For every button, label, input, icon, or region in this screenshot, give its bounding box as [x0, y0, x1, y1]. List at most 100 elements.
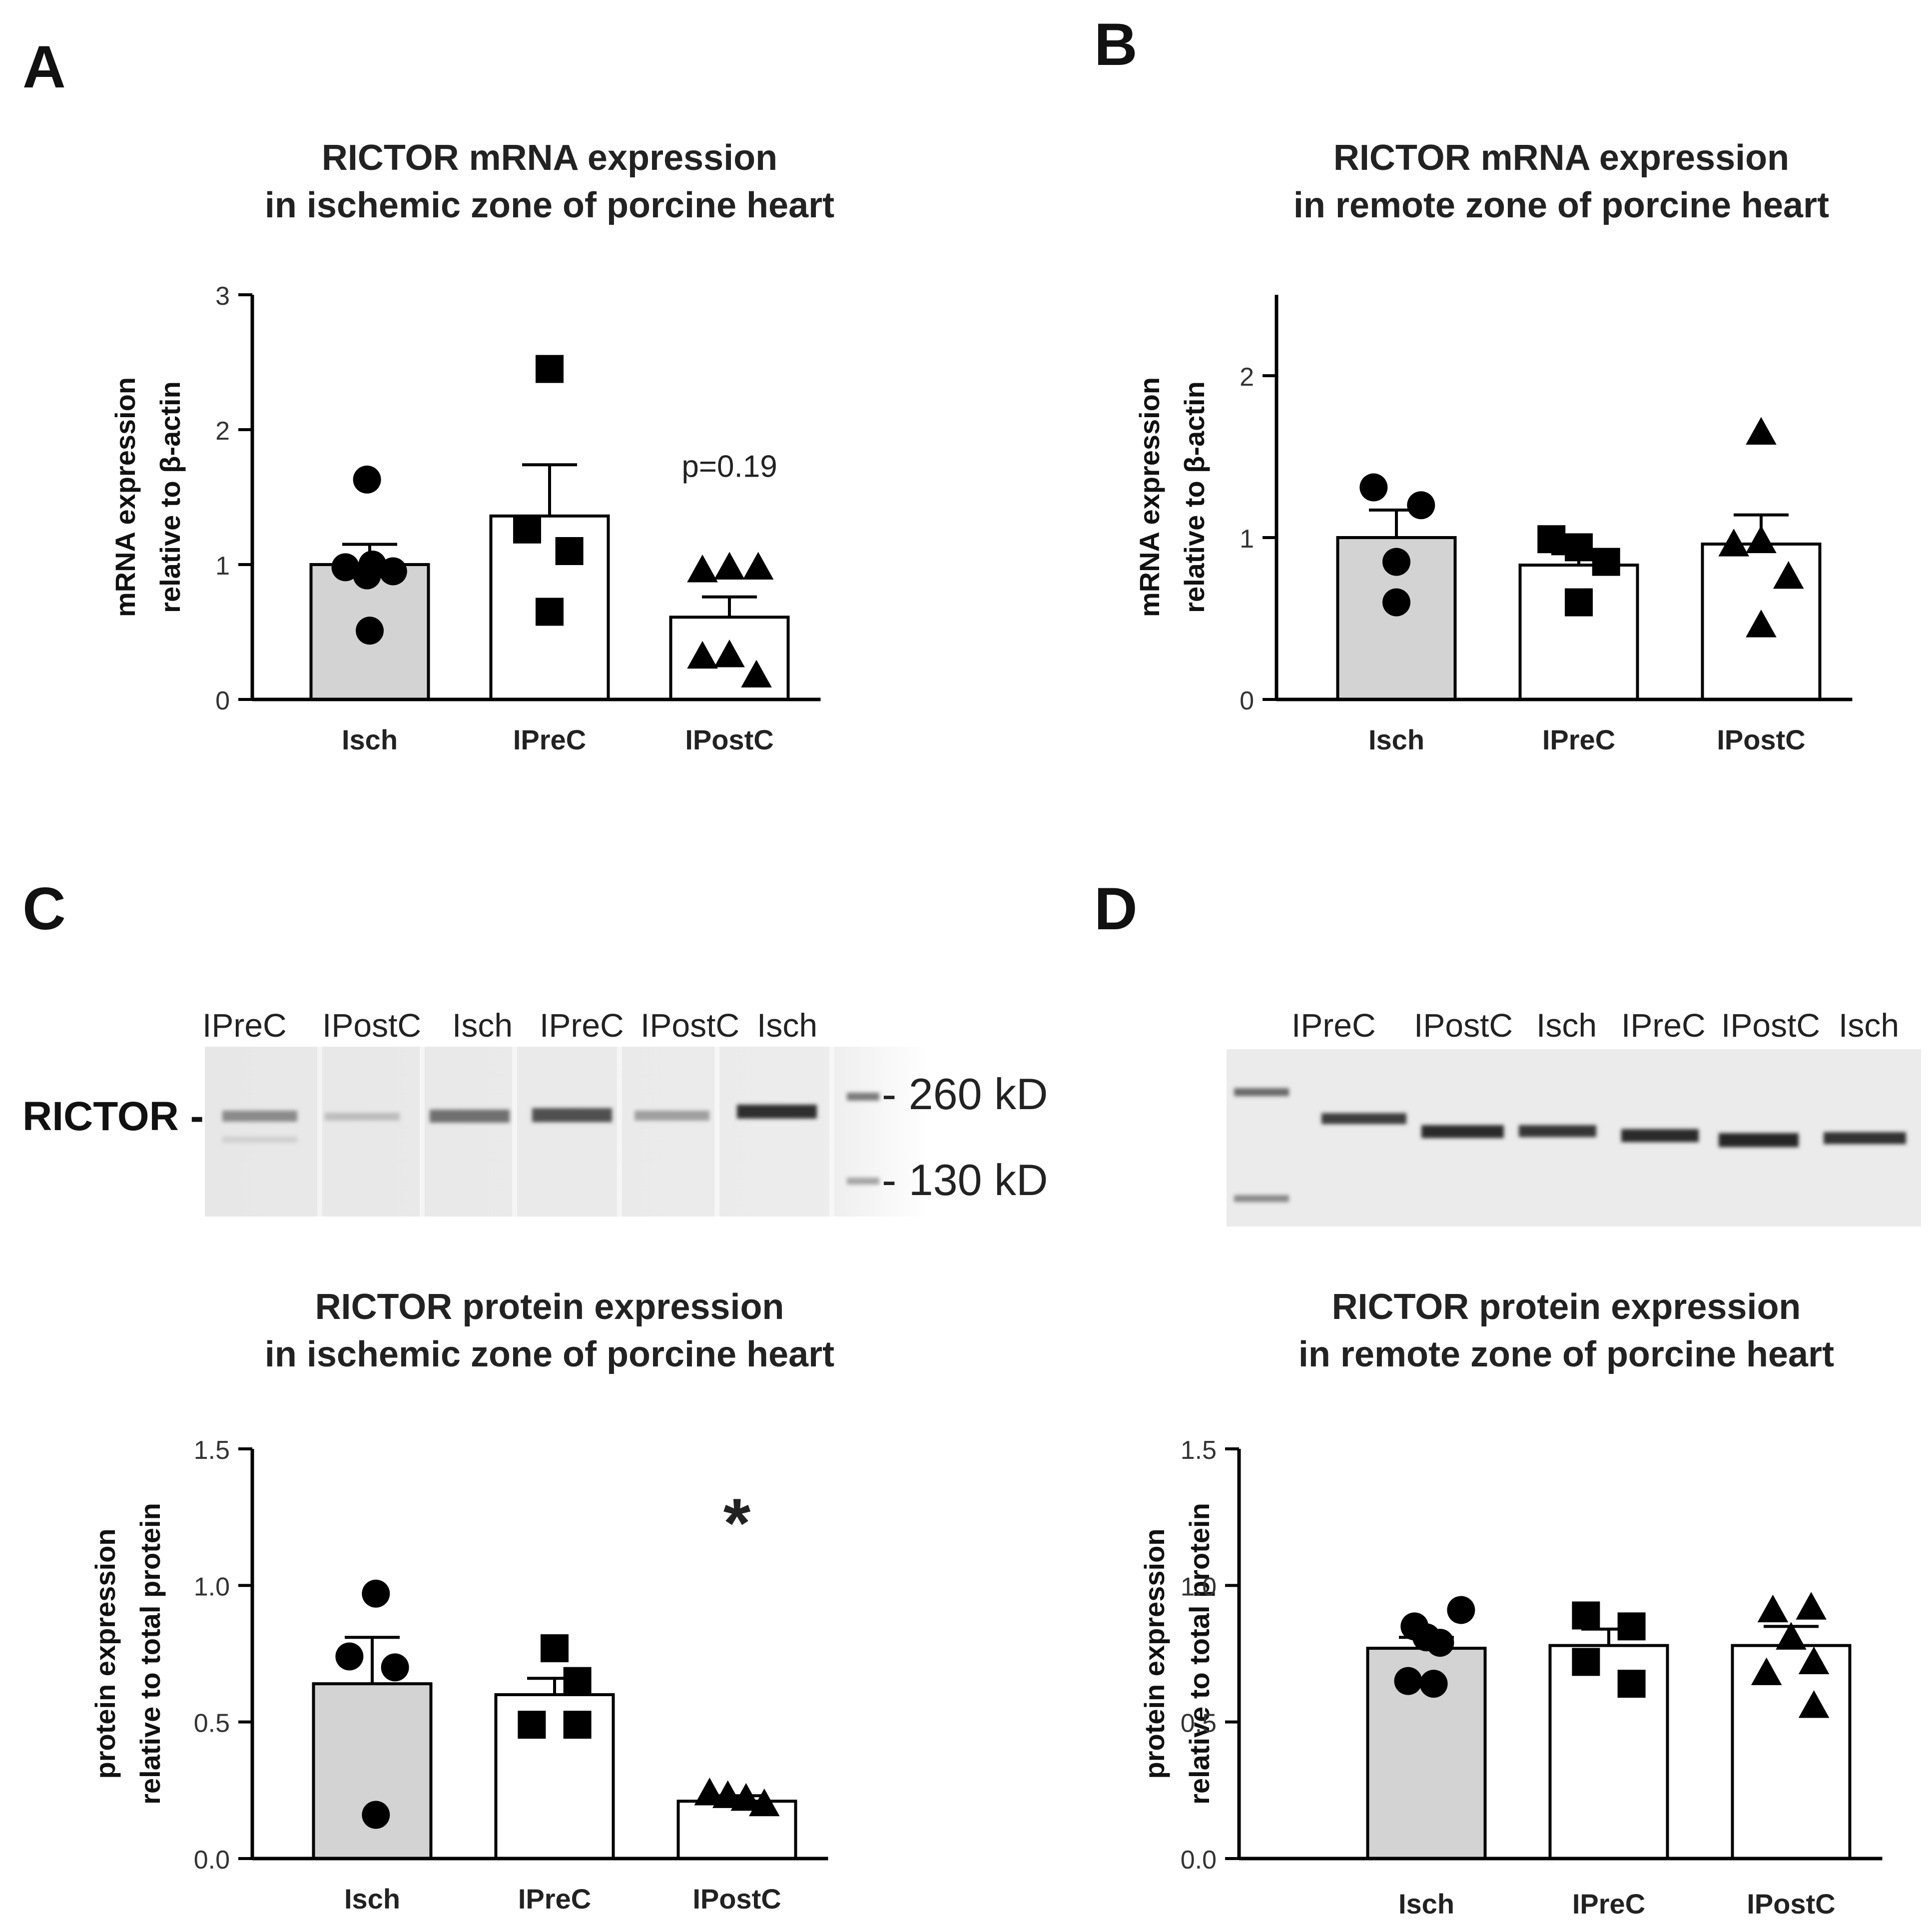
data-point — [513, 515, 541, 544]
blot-d-lane-label: IPreC — [1621, 1007, 1706, 1044]
y-axis-label: relative to total protein — [134, 1503, 166, 1805]
y-tick-label: 0.5 — [1181, 1709, 1217, 1738]
blot-band — [430, 1110, 510, 1123]
chart-title: in ischemic zone of porcine heart — [265, 1334, 834, 1374]
blot-d-lane-label: IPostC — [1721, 1007, 1820, 1044]
data-point — [1773, 561, 1804, 589]
data-point — [1617, 1612, 1646, 1641]
data-point — [331, 553, 360, 582]
chart-title: in remote zone of porcine heart — [1293, 185, 1829, 225]
chart-title: RICTOR mRNA expression — [322, 138, 777, 178]
blot-band — [1621, 1129, 1699, 1142]
blot-c-band-label: RICTOR - — [22, 1094, 204, 1139]
data-point — [1718, 529, 1750, 557]
panel-letter-c: C — [22, 875, 66, 942]
data-point — [1394, 1667, 1422, 1695]
data-point — [1746, 417, 1777, 445]
bar — [1518, 564, 1639, 701]
x-tick-label: IPreC — [1572, 1888, 1645, 1920]
bar — [1731, 1644, 1852, 1861]
x-tick-label: IPreC — [513, 724, 586, 755]
chart-a: RICTOR mRNA expression in ischemic zone o… — [109, 138, 834, 755]
bar — [1548, 1644, 1669, 1861]
y-tick-label: 0 — [215, 686, 230, 715]
data-point — [1407, 491, 1435, 520]
data-point — [1751, 1657, 1782, 1685]
data-point — [1798, 1690, 1830, 1718]
y-tick-label: 1.5 — [1181, 1436, 1217, 1465]
data-point — [1572, 1648, 1600, 1676]
blot-c-lane-label: Isch — [452, 1007, 513, 1044]
blot-marker-band — [847, 1178, 879, 1185]
data-point — [1796, 1592, 1827, 1620]
data-point — [1746, 525, 1777, 554]
blot-c-lane-label: IPostC — [322, 1007, 421, 1044]
y-axis-label: mRNA expression — [109, 377, 141, 617]
x-tick-label: IPostC — [692, 1883, 781, 1915]
x-tick-label: Isch — [1368, 724, 1424, 755]
y-tick-label: 0 — [1240, 686, 1254, 715]
blot-d-lane-labels: IPreC IPostC Isch IPreC IPostC Isch — [1291, 1007, 1899, 1044]
data-point — [748, 1788, 780, 1817]
panel-letter-b: B — [1094, 11, 1138, 78]
blot-c-lane-label: Isch — [757, 1007, 817, 1044]
chart-c: RICTOR protein expression in ischemic zon… — [89, 1287, 834, 1915]
blot-band — [532, 1108, 612, 1122]
bar — [312, 1682, 433, 1860]
blot-band — [1519, 1125, 1596, 1137]
data-point — [379, 557, 407, 586]
blot-d-lane-label: IPostC — [1414, 1007, 1513, 1044]
panel-letter-d: D — [1094, 875, 1138, 942]
data-point — [1359, 473, 1388, 502]
chart-title: in remote zone of porcine heart — [1298, 1334, 1834, 1374]
data-point — [1382, 588, 1410, 617]
data-point — [1617, 1670, 1646, 1698]
data-point — [741, 659, 772, 688]
y-tick-label: 1.5 — [194, 1436, 230, 1465]
blot-marker-band — [847, 1093, 879, 1101]
data-point — [353, 465, 381, 494]
blot-c-bands — [222, 1093, 879, 1185]
data-point — [1572, 1601, 1600, 1630]
data-point — [536, 355, 564, 383]
blot-band — [1824, 1132, 1906, 1144]
data-point — [1592, 548, 1620, 576]
blot-c-lane-label: IPreC — [540, 1007, 624, 1044]
x-tick-label: Isch — [1398, 1888, 1454, 1920]
blot-c: IPreC IPostC Isch IPreC IPostC Isch — [22, 1007, 1048, 1217]
y-tick-label: 3 — [215, 282, 230, 311]
y-tick-label: 1 — [1240, 525, 1254, 554]
blot-d-lane-label: IPreC — [1291, 1007, 1376, 1044]
y-tick-label: 0.0 — [1181, 1846, 1217, 1875]
chart-title: RICTOR protein expression — [315, 1287, 784, 1327]
blot-d: IPreC IPostC Isch IPreC IPostC Isch — [1227, 1007, 1921, 1227]
data-point — [687, 641, 718, 669]
data-point — [687, 555, 718, 583]
data-point — [381, 1653, 409, 1682]
blot-band — [222, 1111, 297, 1122]
blot-d-lane-label: Isch — [1839, 1007, 1899, 1044]
blot-marker-band — [1234, 1195, 1289, 1202]
data-point — [694, 1778, 725, 1806]
data-point — [362, 1579, 390, 1608]
data-point — [362, 1801, 390, 1829]
blot-marker-band — [1234, 1088, 1289, 1096]
x-tick-label: IPostC — [1747, 1888, 1835, 1920]
chart-title: RICTOR protein expression — [1332, 1287, 1801, 1327]
data-point — [1565, 533, 1593, 562]
x-tick-label: IPostC — [685, 724, 773, 755]
data-point — [712, 1780, 743, 1808]
data-point — [1565, 588, 1593, 617]
chart-title: RICTOR mRNA expression — [1333, 138, 1789, 178]
data-point — [1419, 1670, 1448, 1698]
blot-c-lane-label: IPreC — [202, 1007, 287, 1044]
data-point — [555, 537, 584, 565]
y-axis-label: protein expression — [1139, 1528, 1170, 1779]
data-point — [1382, 548, 1410, 576]
data-point — [742, 552, 774, 580]
blot-c-membrane — [205, 1047, 929, 1217]
blot-d-membrane — [1227, 1049, 1921, 1227]
annotation: p=0.19 — [681, 450, 777, 484]
blot-band — [1321, 1113, 1406, 1124]
